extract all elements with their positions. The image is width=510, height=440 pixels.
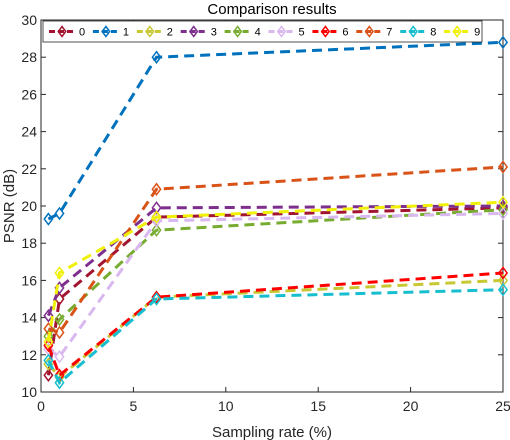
legend-marker bbox=[408, 25, 418, 38]
legend-marker bbox=[364, 25, 374, 38]
legend-label: 9 bbox=[474, 27, 480, 39]
series-line bbox=[46, 271, 504, 378]
data-point bbox=[151, 201, 162, 215]
series-1 bbox=[43, 35, 509, 226]
chart-title: Comparison results bbox=[207, 1, 336, 18]
legend-label: 2 bbox=[167, 27, 173, 39]
series-8 bbox=[43, 282, 509, 390]
series-line bbox=[47, 278, 504, 380]
legend-item-6: 6 bbox=[312, 25, 349, 39]
y-tick-label: 10 bbox=[21, 384, 37, 400]
x-tick-label: 25 bbox=[495, 398, 510, 414]
data-point bbox=[497, 266, 509, 280]
x-tick-label: 5 bbox=[130, 398, 138, 414]
y-tick-label: 20 bbox=[21, 198, 37, 214]
legend-marker bbox=[452, 25, 462, 38]
legend-item-0: 0 bbox=[49, 25, 85, 39]
x-tick-label: 15 bbox=[310, 398, 326, 414]
y-tick-label: 12 bbox=[21, 347, 37, 363]
legend-label: 7 bbox=[386, 27, 392, 39]
legend: 0 1 2 3 4 5 6 7 8 9 bbox=[42, 20, 483, 43]
data-point bbox=[151, 50, 162, 64]
legend-marker bbox=[320, 25, 331, 38]
y-tick-label: 18 bbox=[21, 235, 37, 251]
data-point bbox=[54, 206, 65, 221]
legend-marker bbox=[145, 25, 155, 38]
legend-marker bbox=[232, 25, 243, 38]
series-line bbox=[47, 208, 504, 338]
y-tick-label: 24 bbox=[21, 124, 37, 140]
data-point bbox=[497, 282, 509, 297]
series-line bbox=[46, 200, 504, 343]
legend-marker bbox=[276, 25, 287, 38]
series-lines bbox=[43, 35, 509, 390]
x-tick-label: 20 bbox=[403, 398, 419, 414]
data-point bbox=[151, 292, 162, 306]
y-tick-label: 14 bbox=[21, 310, 37, 326]
series-6 bbox=[43, 266, 509, 383]
series-line bbox=[47, 211, 504, 359]
data-point bbox=[497, 202, 509, 217]
series-line bbox=[46, 206, 504, 376]
series-line bbox=[47, 40, 504, 221]
series-line bbox=[46, 204, 504, 317]
legend-label: 4 bbox=[255, 27, 261, 39]
legend-label: 6 bbox=[342, 27, 348, 39]
series-line bbox=[47, 165, 504, 335]
x-axis-label: Sampling rate (%) bbox=[212, 424, 332, 440]
data-point bbox=[43, 353, 54, 368]
legend-item-8: 8 bbox=[400, 25, 436, 39]
x-tick-label: 0 bbox=[37, 398, 45, 414]
series-9 bbox=[43, 195, 509, 349]
y-tick-label: 28 bbox=[21, 49, 37, 65]
legend-item-4: 4 bbox=[224, 25, 261, 39]
series-line bbox=[47, 288, 504, 386]
data-point bbox=[43, 308, 54, 323]
data-point bbox=[497, 160, 509, 174]
y-tick-label: 26 bbox=[21, 86, 37, 102]
legend-label: 0 bbox=[79, 27, 85, 39]
data-point bbox=[497, 273, 509, 288]
data-point bbox=[54, 375, 65, 390]
legend-item-2: 2 bbox=[136, 25, 173, 39]
y-tick-label: 16 bbox=[21, 272, 37, 288]
data-point bbox=[43, 368, 54, 383]
data-point bbox=[54, 266, 65, 280]
data-point bbox=[497, 35, 509, 50]
data-point bbox=[497, 206, 509, 221]
legend-marker bbox=[57, 25, 67, 38]
data-point bbox=[497, 195, 509, 210]
legend-marker bbox=[189, 25, 199, 38]
x-tick-label: 10 bbox=[218, 398, 234, 414]
legend-box bbox=[42, 20, 483, 43]
legend-item-3: 3 bbox=[180, 25, 217, 39]
legend-item-9: 9 bbox=[444, 25, 480, 39]
data-point bbox=[54, 312, 65, 327]
data-point bbox=[54, 349, 65, 364]
data-point bbox=[151, 290, 162, 304]
legend-label: 8 bbox=[430, 27, 436, 39]
data-point bbox=[151, 182, 162, 197]
y-tick-label: 22 bbox=[21, 161, 37, 177]
legend-item-7: 7 bbox=[356, 25, 392, 39]
data-point bbox=[151, 223, 162, 237]
legend-marker bbox=[101, 25, 111, 38]
data-point bbox=[54, 325, 65, 340]
legend-label: 3 bbox=[211, 27, 217, 39]
data-point bbox=[43, 335, 54, 349]
legend-item-1: 1 bbox=[92, 25, 129, 39]
data-point bbox=[43, 212, 54, 226]
y-axis-label: PSNR (dB) bbox=[1, 169, 18, 243]
data-point bbox=[151, 210, 162, 224]
legend-label: 5 bbox=[299, 27, 305, 39]
legend-label: 1 bbox=[123, 27, 129, 39]
legend-item-5: 5 bbox=[268, 25, 305, 39]
y-tick-label: 30 bbox=[21, 12, 37, 28]
